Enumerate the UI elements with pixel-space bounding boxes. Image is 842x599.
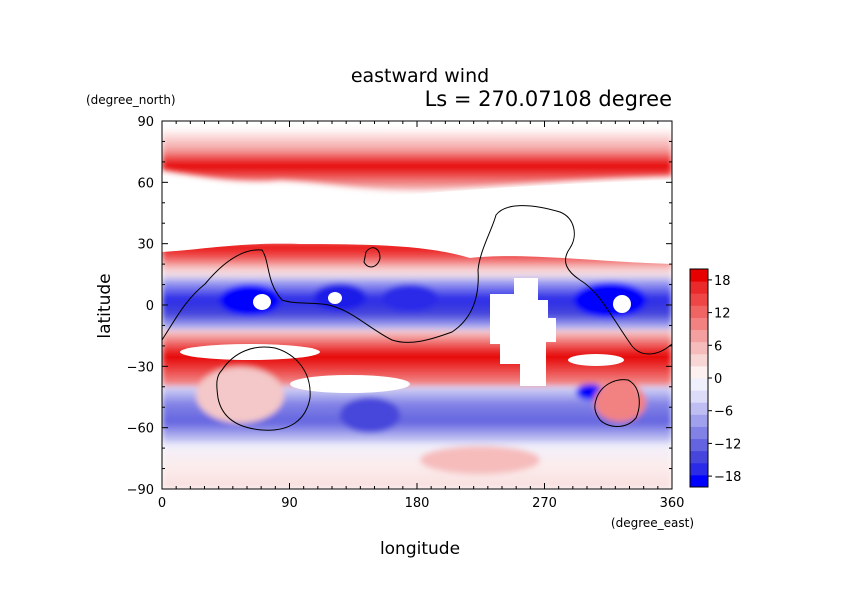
x-tick-label: 0	[158, 496, 166, 511]
x-tick-labels: 0 90 180 270 360	[158, 496, 685, 511]
y-tick-label: −90	[127, 483, 154, 498]
colorbar-swatch	[690, 402, 708, 415]
axis-ticks	[161, 120, 673, 490]
contour-south-east	[594, 379, 640, 427]
colorbar-ticks: −18 −12 −6 0 6 12 18	[708, 274, 741, 485]
colorbar-tick-label: −18	[714, 470, 741, 485]
y-tick-label: −60	[127, 422, 154, 437]
y-tick-label: 30	[137, 238, 154, 253]
topography-contours	[162, 205, 672, 431]
colorbar-swatches	[690, 269, 708, 488]
colorbar-swatch	[690, 378, 708, 391]
chart-subtitle: Ls = 270.07108 degree	[425, 87, 672, 111]
contour-tharsis	[162, 205, 672, 355]
colorbar-swatch	[690, 269, 708, 282]
colorbar-tick-label: 6	[714, 339, 722, 354]
colorbar-swatch	[690, 293, 708, 306]
colorbar-tick-label: 18	[714, 274, 731, 289]
colorbar-swatch	[690, 474, 708, 488]
contour-small	[363, 247, 381, 268]
colorbar-swatch	[690, 329, 708, 343]
colorbar-tick-label: 12	[714, 307, 731, 322]
x-tick-label: 180	[405, 496, 430, 511]
y-unit-label: (degree_north)	[86, 93, 176, 107]
x-unit-label: (degree_east)	[611, 516, 694, 530]
colorbar-tick-label: −12	[714, 437, 741, 452]
colorbar-swatch	[690, 414, 708, 427]
x-tick-label: 270	[532, 496, 557, 511]
colorbar-swatch	[690, 317, 708, 331]
colorbar-tick-label: 0	[714, 372, 722, 387]
colorbar-swatch	[690, 462, 708, 476]
colorbar-tick-label: −6	[714, 405, 733, 420]
colorbar-swatch	[690, 426, 708, 440]
colorbar-swatch	[690, 281, 708, 294]
contour-hellas-argyre	[216, 346, 311, 431]
colorbar-swatch	[690, 450, 708, 464]
x-tick-label: 360	[660, 496, 685, 511]
y-tick-labels: −90 −60 −30 0 30 60 90	[127, 115, 154, 498]
y-axis-label: latitude	[95, 273, 115, 338]
colorbar-swatch	[690, 305, 708, 318]
x-tick-label: 90	[281, 496, 298, 511]
y-tick-label: 60	[137, 176, 154, 191]
colorbar-swatch	[690, 341, 708, 355]
x-axis-label: longitude	[380, 539, 460, 559]
chart-title: eastward wind	[351, 65, 489, 87]
colorbar: −18 −12 −6 0 6 12 18	[689, 268, 741, 488]
colorbar-swatch	[690, 353, 708, 367]
y-tick-label: −30	[127, 360, 154, 375]
y-tick-label: 90	[137, 115, 154, 130]
y-tick-label: 0	[146, 299, 154, 314]
field-layer	[162, 121, 672, 489]
colorbar-swatch	[690, 390, 708, 403]
colorbar-swatch	[690, 365, 708, 379]
colorbar-swatch	[690, 438, 708, 452]
